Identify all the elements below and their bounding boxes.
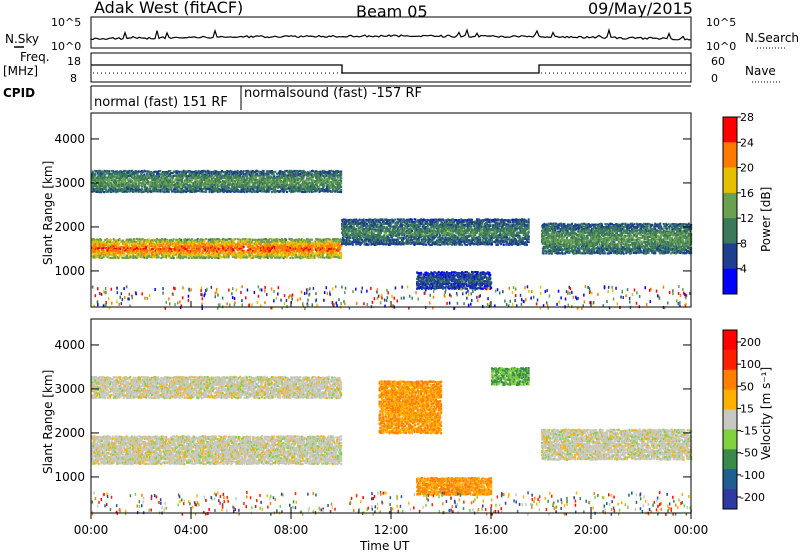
cpid-program-2: normalsound (fast) -157 RF [244,86,422,101]
colorbar-segment [723,192,737,219]
colorbar-segment [723,218,737,244]
power-colorbar-label: Power [dB] [759,187,773,252]
cpid-strip: CPID normal (fast) 151 RF normalsound (f… [3,85,691,110]
colorbar-segment [723,330,737,351]
y-tick-label: 2000 [54,220,85,234]
freq-unit-label: [MHz] [3,64,38,78]
y-tick-label: 3000 [54,382,85,396]
power-feature-2 [341,218,530,246]
colorbar-tick-label: 100 [740,358,761,371]
colorbar-tick-label: 12 [740,212,754,225]
power-colorbar: 4 8 12 16 20 24 28 [722,111,754,295]
colorbar-tick-label: 8 [740,237,747,250]
vel-feature-0 [91,435,343,466]
power-feature-0 [91,237,343,260]
cpid-program-1: normal (fast) 151 RF [94,95,228,110]
x-tick-label: 08:00 [274,523,309,537]
x-tick-label: 20:00 [574,523,609,537]
x-tick-label: 12:00 [374,523,409,537]
colorbar-segment [723,117,737,143]
colorbar-segment [723,389,737,411]
vel-feature-4 [491,367,530,386]
colorbar-segment [723,167,737,194]
nave-tick-bottom: 0 [711,72,718,85]
time-axis: 00:00 04:00 08:00 12:00 16:00 20:00 00:00 [74,513,709,537]
freq-label: Freq. [20,50,50,64]
y-tick-label: 4000 [54,132,85,146]
vel-feature-5 [541,428,693,461]
nsky-strip: N.Sky 10^5 10^0 10^5 10^0 N.Search [5,16,799,53]
colorbar-tick-label: -15 [740,425,758,438]
beam-title: Beam 05 [356,2,428,21]
y-tick-label: 1000 [54,264,85,278]
velocity-colorbar-label: Velocity [m s⁻¹] [759,367,773,460]
colorbar-segment [723,409,737,430]
colorbar-tick-label: -50 [740,447,758,460]
freq-tick-top: 18 [67,55,81,68]
colorbar-segment [723,349,737,371]
x-tick-label: 04:00 [174,523,209,537]
nsky-tick-bottom: 10^0 [51,40,81,53]
station-title: Adak West (fitACF) [94,0,243,17]
date-title: 09/May/2015 [588,0,693,18]
vel-feature-3 [416,476,493,496]
x-tick-label: 16:00 [474,523,509,537]
colorbar-tick-label: 50 [740,380,754,393]
freq-trace [91,64,691,74]
colorbar-segment [723,268,737,295]
y-tick-label: 4000 [54,338,85,352]
colorbar-segment [723,243,737,270]
cpid-label: CPID [3,86,35,100]
vel-noise [91,491,692,516]
y-tick-label: 2000 [54,426,85,440]
nsearch-tick-top: 10^5 [706,16,736,29]
power-feature-4 [541,222,693,255]
power-feature-3 [416,270,493,290]
nave-label: Nave [745,64,776,78]
freq-strip: Freq. [MHz] 18 8 60 0 Nave [3,50,782,85]
power-axes: 1000 2000 3000 4000 [54,132,692,307]
power-ylabel: Slant Range [km] [41,161,55,265]
velocity-panel: 1000 2000 3000 4000 Slant Range [km] 200 100… [41,318,773,516]
y-tick-label: 1000 [54,470,85,484]
y-tick-label: 3000 [54,176,85,190]
colorbar-tick-label: 15 [740,402,754,415]
colorbar-segment [723,142,737,169]
colorbar-segment [723,369,737,391]
power-plot-area [91,169,693,310]
freq-tick-bottom: 8 [70,72,77,85]
power-panel: 1000 2000 3000 4000 Slant Range [km] 4 8 12 16… [41,111,773,310]
time-axis-label: Time UT [359,539,410,553]
colorbar-tick-label: 4 [740,263,747,276]
colorbar-segment [723,489,737,510]
colorbar-tick-label: 200 [740,336,761,349]
nsky-trace [90,27,692,41]
colorbar-segment [723,449,737,470]
colorbar-tick-label: 16 [740,187,754,200]
power-feature-1 [91,169,343,194]
colorbar-tick-label: -100 [740,469,765,482]
x-tick-label: 00:00 [74,523,109,537]
vel-feature-2 [378,380,443,435]
colorbar-tick-label: 20 [740,162,754,175]
nsearch-label: N.Search [745,31,799,45]
velocity-plot-area [91,367,693,516]
colorbar-segment [723,469,737,490]
colorbar-tick-label: 24 [740,136,754,149]
nsky-tick-top: 10^5 [51,16,81,29]
x-tick-label: 00:00 [674,523,709,537]
nave-tick-top: 60 [711,55,725,68]
nsky-label: N.Sky [5,32,39,46]
colorbar-tick-label: 28 [740,111,754,124]
colorbar-segment [723,429,737,450]
nsearch-tick-bottom: 10^0 [706,40,736,53]
vel-feature-1 [91,375,343,400]
velocity-ylabel: Slant Range [km] [41,370,55,474]
velocity-axes: 1000 2000 3000 4000 [54,338,692,513]
velocity-colorbar: 200 100 50 15 -15 -50 -100 -200 [722,329,765,510]
colorbar-tick-label: -200 [740,491,765,504]
